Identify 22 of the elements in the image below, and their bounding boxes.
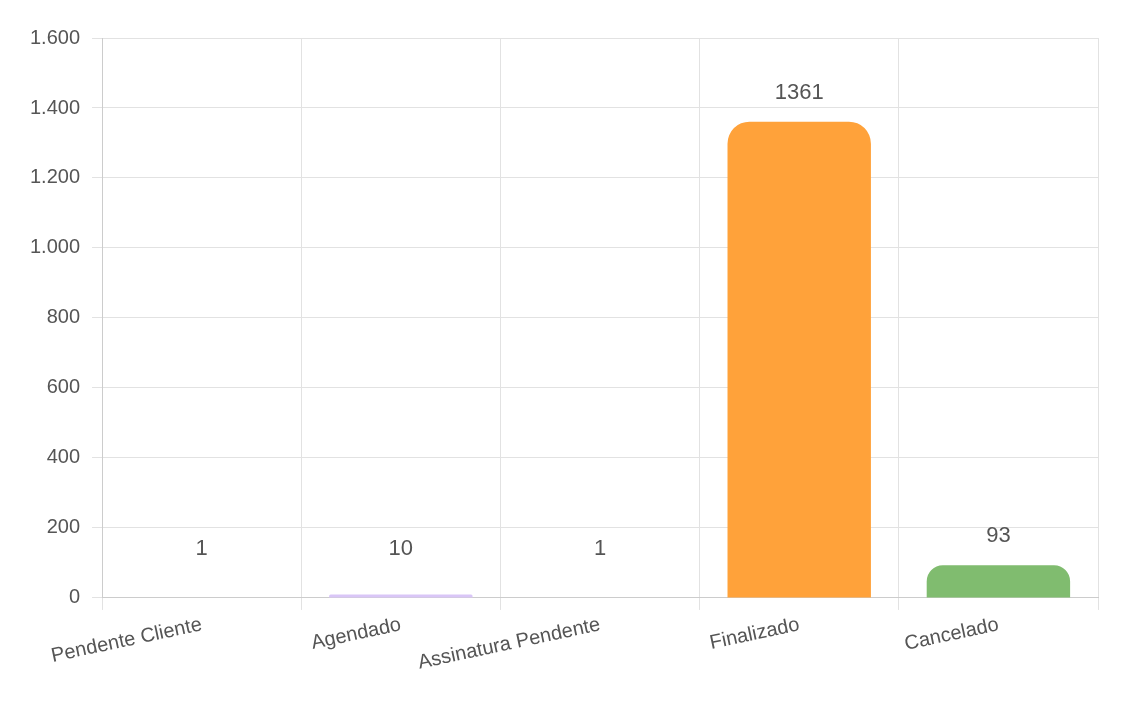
x-tick-label: Assinatura Pendente bbox=[415, 612, 602, 673]
y-tick-label: 800 bbox=[46, 305, 81, 328]
bar bbox=[926, 565, 1071, 598]
x-tick-label: Finalizado bbox=[707, 612, 802, 653]
bar bbox=[727, 121, 871, 598]
y-tick-label: 1.200 bbox=[29, 165, 81, 188]
y-tick-label: 200 bbox=[46, 515, 81, 538]
data-label: 93 bbox=[986, 522, 1011, 548]
y-tick-label: 1.400 bbox=[29, 95, 81, 118]
y-tick-label: 0 bbox=[68, 585, 81, 608]
y-tick-label: 1.000 bbox=[29, 235, 81, 258]
x-tick-label: Cancelado bbox=[902, 612, 1001, 654]
y-tick-label: 400 bbox=[46, 445, 81, 468]
y-tick-label: 600 bbox=[46, 375, 81, 398]
data-label: 1 bbox=[195, 534, 208, 560]
bar bbox=[329, 594, 473, 598]
x-tick-label: Pendente Cliente bbox=[48, 612, 204, 666]
data-label: 10 bbox=[388, 534, 414, 560]
data-label: 1361 bbox=[774, 78, 824, 104]
x-tick-label: Agendado bbox=[309, 612, 403, 653]
y-tick-label: 1.600 bbox=[29, 25, 81, 48]
data-label: 1 bbox=[593, 534, 607, 560]
